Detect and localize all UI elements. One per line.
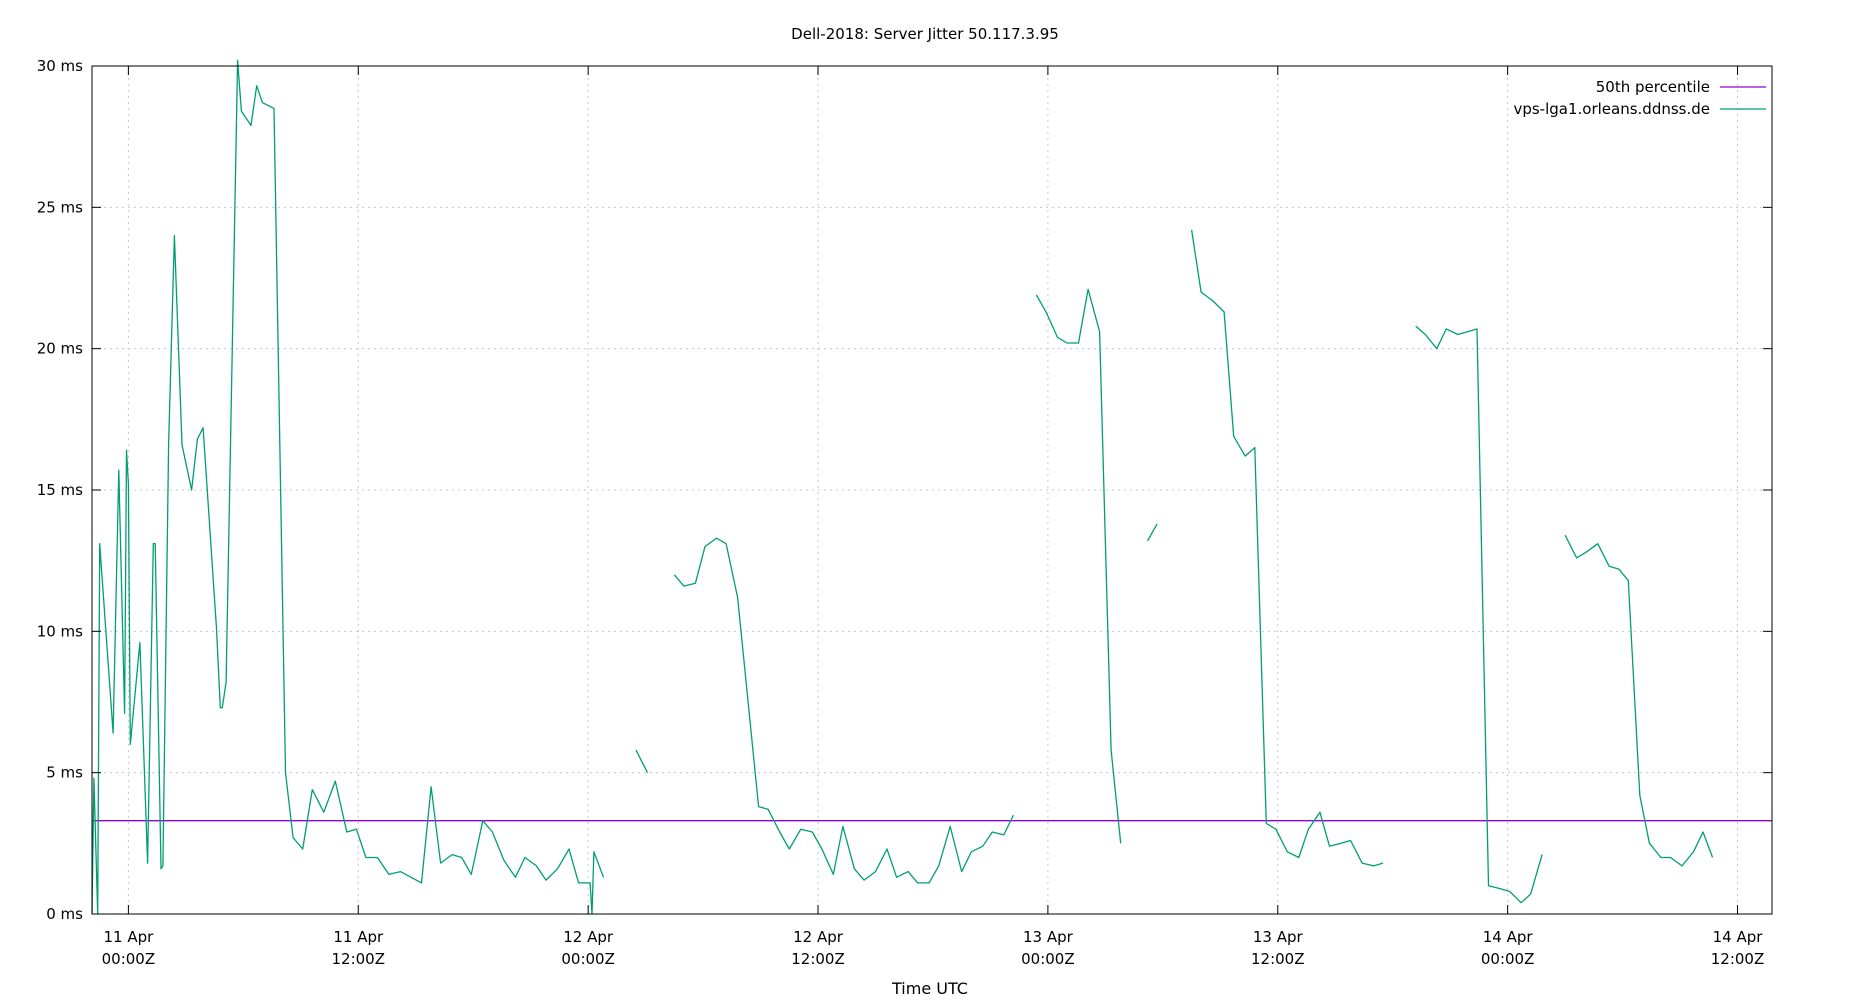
legend-label: vps-lga1.orleans.ddnss.de bbox=[1513, 100, 1710, 118]
x-tick-label-date: 12 Apr bbox=[793, 928, 844, 946]
series-line-segment bbox=[91, 59, 605, 915]
y-tick-label: 5 ms bbox=[46, 764, 83, 782]
y-tick-label: 15 ms bbox=[37, 481, 83, 499]
y-tick-label: 10 ms bbox=[37, 622, 83, 640]
series-line-segment bbox=[673, 537, 1014, 884]
x-tick-label-date: 14 Apr bbox=[1483, 928, 1534, 946]
x-tick-label-time: 00:00Z bbox=[1021, 950, 1075, 968]
series-line-segment bbox=[1146, 523, 1158, 542]
x-tick-label-date: 11 Apr bbox=[103, 928, 154, 946]
x-tick-label-time: 12:00Z bbox=[332, 950, 386, 968]
x-axis-ticks: 11 Apr 00:00Z 11 Apr 12:00Z 12 Apr 00:00Z 12 A… bbox=[102, 66, 1765, 968]
x-tick-label-date: 11 Apr bbox=[333, 928, 384, 946]
series-line-segment bbox=[1415, 325, 1543, 904]
series-line-segment bbox=[635, 749, 649, 773]
series-1 bbox=[91, 59, 1714, 915]
y-axis-ticks: 0 ms 5 ms 10 ms 15 ms 20 ms 25 ms 30 ms bbox=[37, 57, 1772, 923]
series-line-segment bbox=[1190, 229, 1384, 867]
x-tick-label-time: 12:00Z bbox=[791, 950, 845, 968]
x-tick-label-time: 00:00Z bbox=[561, 950, 615, 968]
y-tick-label: 0 ms bbox=[46, 905, 83, 923]
x-tick-label-date: 13 Apr bbox=[1023, 928, 1074, 946]
x-tick-label-date: 12 Apr bbox=[563, 928, 614, 946]
legend: 50th percentile vps-lga1.orleans.ddnss.de bbox=[1513, 78, 1766, 118]
series-lines bbox=[91, 59, 1772, 915]
x-tick-label-time: 00:00Z bbox=[102, 950, 156, 968]
y-tick-label: 20 ms bbox=[37, 340, 83, 358]
y-tick-label: 25 ms bbox=[37, 198, 83, 216]
legend-label: 50th percentile bbox=[1596, 78, 1710, 96]
grid-lines bbox=[92, 66, 1772, 914]
x-tick-label-time: 12:00Z bbox=[1251, 950, 1305, 968]
series-line-segment bbox=[1564, 534, 1714, 867]
series-line-segment bbox=[1035, 288, 1122, 844]
x-tick-label-time: 00:00Z bbox=[1481, 950, 1535, 968]
chart-title: Dell-2018: Server Jitter 50.117.3.95 bbox=[791, 25, 1059, 43]
x-tick-label-date: 13 Apr bbox=[1253, 928, 1304, 946]
x-tick-label-time: 12:00Z bbox=[1711, 950, 1765, 968]
y-tick-label: 30 ms bbox=[37, 57, 83, 75]
x-axis-label: Time UTC bbox=[891, 979, 968, 998]
x-tick-label-date: 14 Apr bbox=[1713, 928, 1764, 946]
